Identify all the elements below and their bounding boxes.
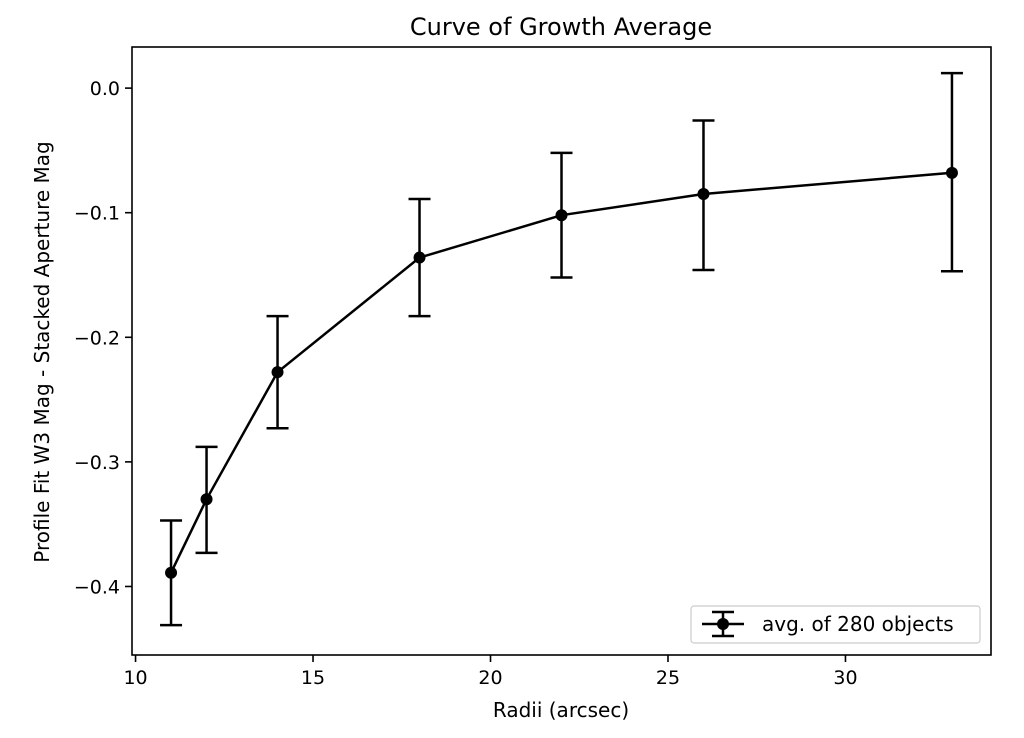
y-tick-label: −0.1 bbox=[74, 203, 120, 225]
data-point bbox=[200, 493, 213, 506]
x-tick-label: 10 bbox=[123, 667, 147, 689]
chart-title: Curve of Growth Average bbox=[410, 13, 712, 41]
y-tick-label: −0.2 bbox=[74, 327, 120, 349]
legend-label: avg. of 280 objects bbox=[762, 612, 954, 636]
data-point bbox=[165, 566, 178, 579]
legend-marker bbox=[717, 618, 729, 630]
x-axis-label: Radii (arcsec) bbox=[493, 698, 629, 722]
y-tick-label: −0.4 bbox=[74, 576, 120, 598]
data-point bbox=[271, 366, 284, 379]
x-tick-label: 25 bbox=[656, 667, 680, 689]
y-tick-label: −0.3 bbox=[74, 452, 120, 474]
legend-box bbox=[690, 605, 981, 644]
data-point bbox=[945, 166, 958, 179]
legend: avg. of 280 objects bbox=[690, 605, 981, 644]
x-tick-label: 15 bbox=[301, 667, 325, 689]
data-point bbox=[413, 251, 426, 264]
axes: 10 15 20 25 30 0.0 −0.1 −0.2 −0.3 −0.4 bbox=[74, 46, 992, 689]
y-axis-label: Profile Fit W3 Mag - Stacked Aperture Ma… bbox=[30, 141, 54, 562]
data-point bbox=[697, 188, 710, 201]
y-tick-label: 0.0 bbox=[90, 78, 120, 100]
data-point bbox=[555, 209, 568, 222]
x-tick-label: 30 bbox=[833, 667, 857, 689]
plot-area bbox=[160, 71, 963, 627]
x-tick-label: 20 bbox=[478, 667, 502, 689]
plot-frame bbox=[131, 46, 992, 656]
